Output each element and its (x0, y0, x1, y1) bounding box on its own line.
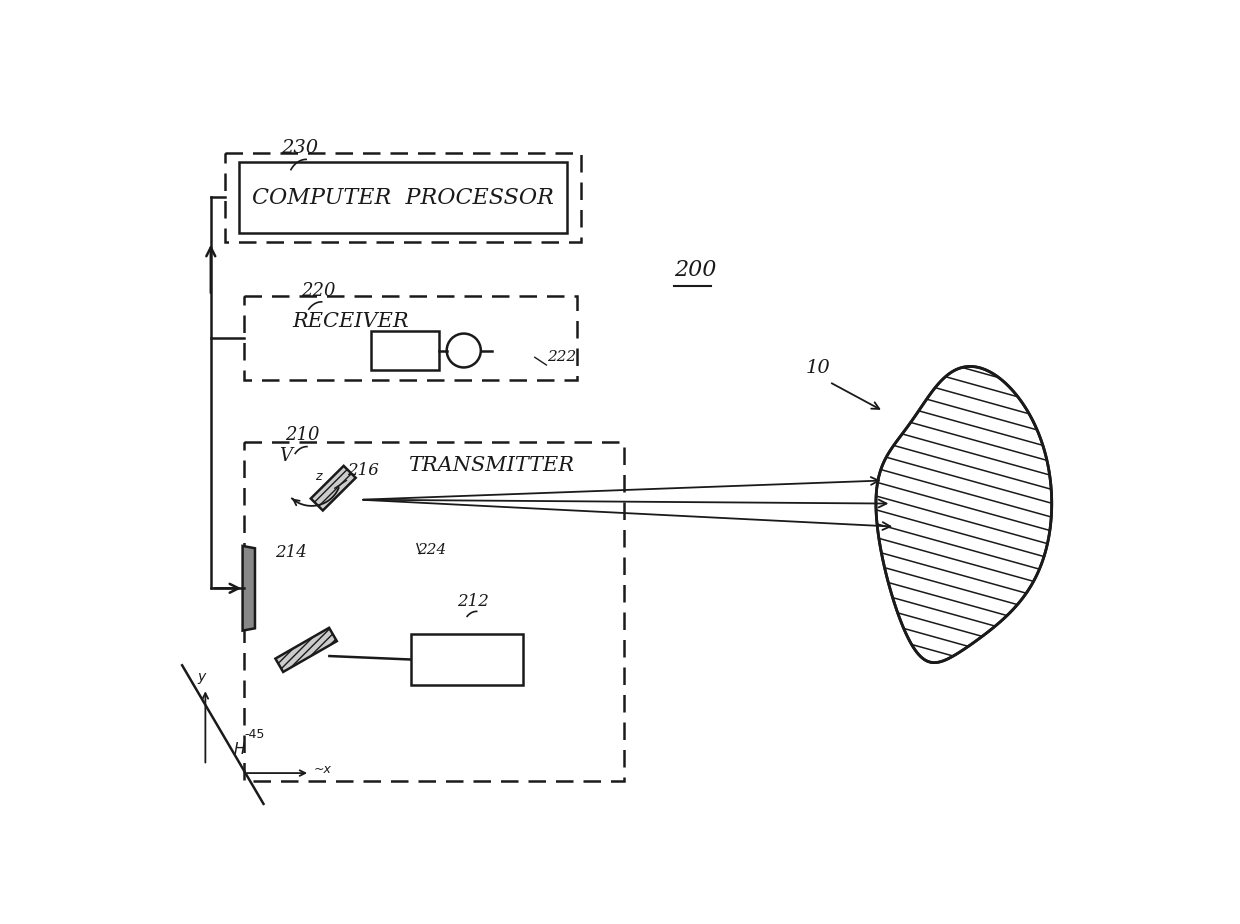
Text: ~x: ~x (314, 763, 332, 776)
Text: y: y (197, 670, 206, 684)
Text: COMPUTER  PROCESSOR: COMPUTER PROCESSOR (252, 187, 554, 209)
Bar (371, 332, 439, 370)
Text: -45: -45 (244, 728, 264, 741)
Text: 214: 214 (275, 544, 308, 562)
Text: 230: 230 (281, 140, 319, 157)
Text: V: V (279, 447, 291, 465)
Text: 200: 200 (675, 260, 717, 282)
Text: 220: 220 (301, 282, 335, 299)
Text: 222: 222 (547, 350, 577, 364)
Polygon shape (311, 466, 356, 510)
Polygon shape (875, 367, 1052, 663)
Bar (238, 163, 567, 233)
Text: 210: 210 (285, 427, 320, 444)
Text: z: z (315, 470, 322, 483)
Text: 10: 10 (806, 359, 831, 377)
Polygon shape (243, 546, 255, 630)
Text: 224: 224 (417, 542, 446, 556)
Bar (244, 296, 578, 381)
Text: 212: 212 (458, 593, 489, 610)
Text: 216: 216 (347, 462, 379, 479)
Bar (224, 153, 582, 242)
Text: H: H (234, 742, 246, 757)
Polygon shape (275, 627, 337, 672)
Bar (244, 442, 624, 781)
Text: RECEIVER: RECEIVER (293, 311, 409, 331)
Text: TRANSMITTER: TRANSMITTER (408, 456, 574, 475)
Bar (410, 635, 523, 685)
